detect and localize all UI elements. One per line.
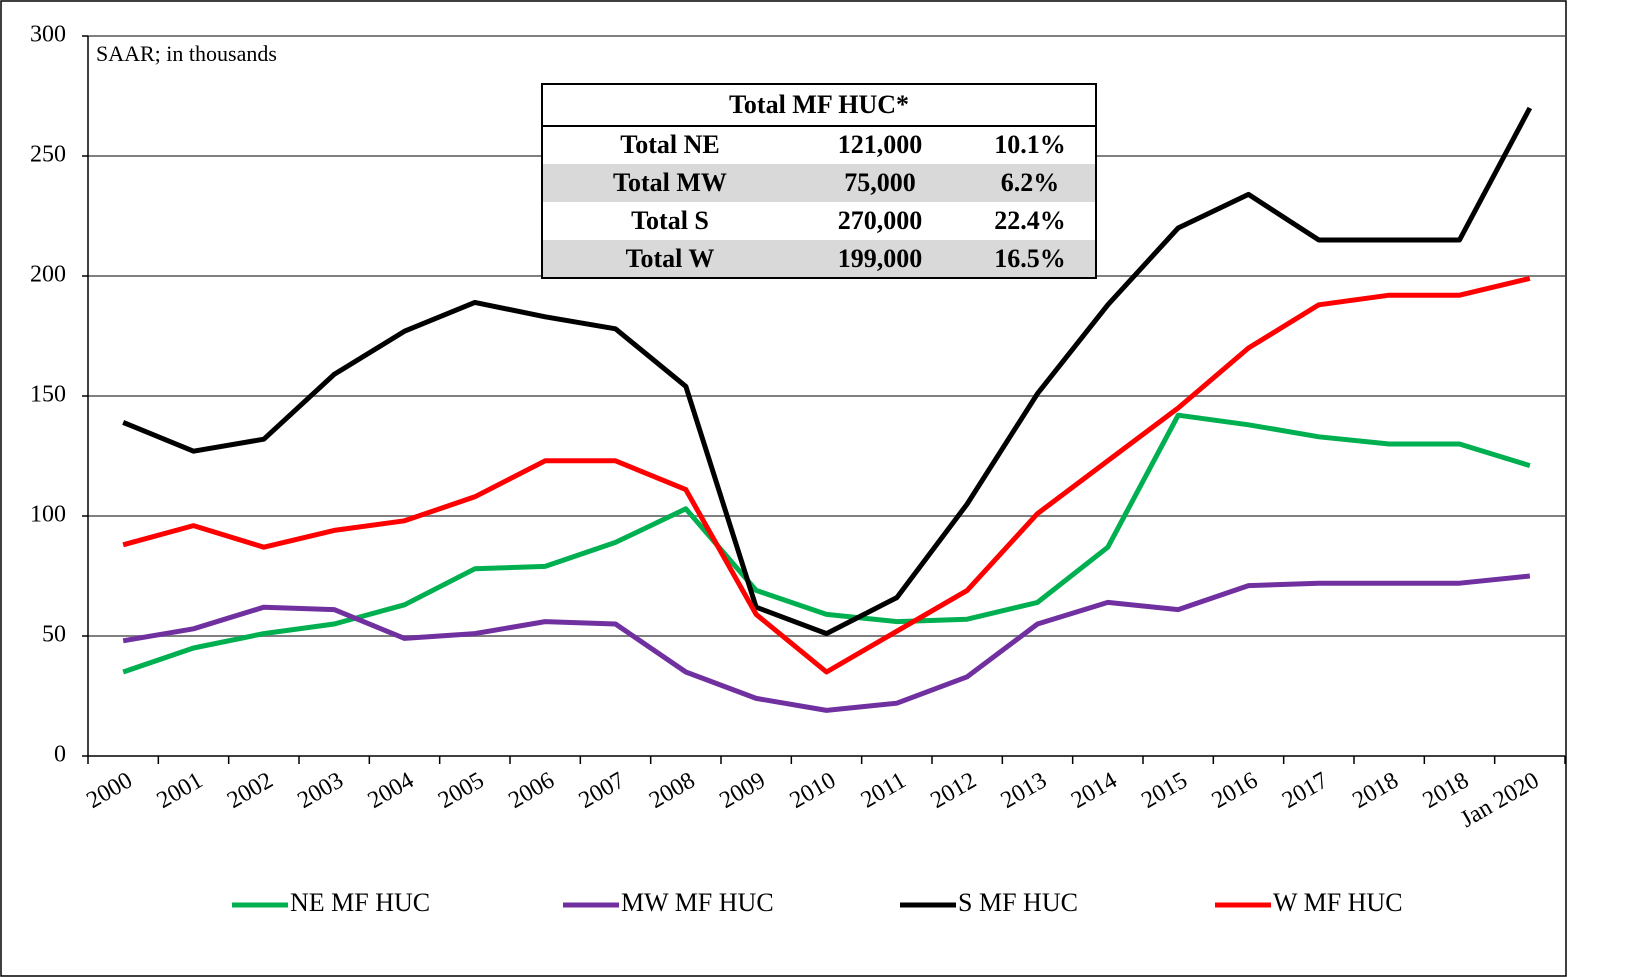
series-line [122, 275, 1531, 675]
table-cell: 270,000 [838, 206, 923, 235]
x-tick-label: 2001 [153, 767, 208, 814]
legend-label: S MF HUC [958, 888, 1078, 917]
table-cell: 10.1% [994, 130, 1066, 159]
x-tick-label: 2014 [1067, 767, 1122, 814]
table-cell: 75,000 [844, 168, 916, 197]
x-tick-label: 2017 [1278, 767, 1333, 814]
y-tick-label: 300 [30, 22, 66, 48]
table-title: Total MF HUC* [729, 90, 909, 119]
x-tick-label: 2010 [786, 767, 841, 814]
table-cell: 16.5% [994, 244, 1066, 273]
x-tick-label: 2005 [434, 767, 489, 814]
x-tick-label: 2012 [926, 767, 981, 814]
legend-label: MW MF HUC [621, 888, 774, 917]
legend-label: NE MF HUC [290, 888, 430, 917]
x-tick-label: 2004 [364, 767, 419, 814]
table-border [541, 83, 1097, 279]
y-tick-label: 50 [42, 622, 66, 648]
x-tick-label: Jan 2020 [1456, 767, 1543, 833]
x-tick-label: 2011 [857, 767, 911, 813]
y-tick-label: 200 [30, 262, 66, 288]
x-tick-label: 2013 [997, 767, 1052, 814]
y-tick-label: 0 [54, 742, 66, 768]
table-cell: Total MW [613, 168, 727, 197]
table-cell: 199,000 [838, 244, 923, 273]
x-tick-label: 2003 [293, 767, 348, 814]
series-line [122, 573, 1531, 713]
series-line [122, 106, 1533, 637]
table-row [542, 126, 1096, 164]
x-tick-label: 2007 [575, 767, 630, 814]
x-tick-label: 2006 [504, 767, 559, 814]
table-cell: Total NE [620, 130, 719, 159]
table-cell: 121,000 [838, 130, 923, 159]
x-tick-label: 2016 [1208, 767, 1263, 814]
table-row [542, 240, 1096, 278]
chart-frame [0, 0, 1567, 977]
table-cell: 6.2% [1001, 168, 1060, 197]
x-tick-label: 2008 [645, 767, 700, 814]
table-row [542, 202, 1096, 240]
x-tick-label: 2002 [223, 767, 278, 814]
x-tick-label: 2009 [715, 767, 770, 814]
y-tick-label: 250 [30, 142, 66, 168]
x-tick-label: 2018 [1348, 767, 1403, 814]
table-row [542, 164, 1096, 202]
x-tick-label: 2015 [1137, 767, 1192, 814]
legend-label: W MF HUC [1273, 888, 1403, 917]
summary-table: Total NE 121,000 10.1% Total MW 75,000 6.2% To… [541, 83, 1097, 279]
y-tick-label: 150 [30, 382, 66, 408]
x-tick-label: 2000 [82, 767, 137, 814]
annotation: SAAR; in thousands [96, 41, 277, 66]
y-tick-label: 100 [30, 502, 66, 528]
table-cell: Total W [626, 244, 715, 273]
table-cell: Total S [631, 206, 709, 235]
table-cell: 22.4% [994, 206, 1066, 235]
